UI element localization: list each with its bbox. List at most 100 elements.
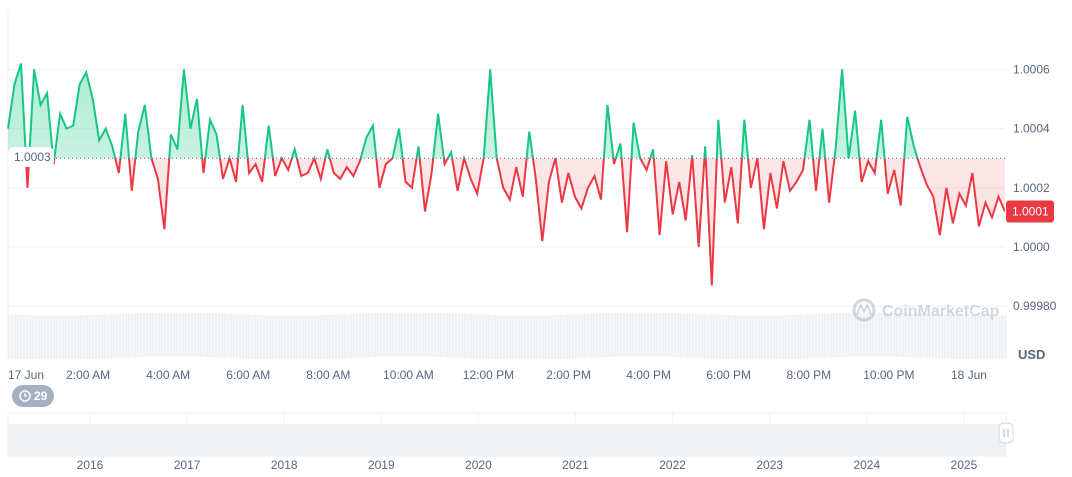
volume-bar bbox=[266, 315, 269, 360]
volume-bar bbox=[680, 313, 683, 358]
volume-bar bbox=[986, 315, 989, 360]
volume-bar bbox=[830, 313, 833, 358]
y-tick-label: 1.0002 bbox=[1013, 181, 1050, 195]
volume-bar bbox=[281, 315, 284, 360]
volume-bar bbox=[386, 312, 389, 357]
volume-bar bbox=[572, 314, 575, 359]
navigator[interactable]: 2016 2017 2018 2019 2020 2021 2022 2023 2024 2025 bbox=[7, 412, 1014, 472]
volume-bar bbox=[254, 314, 257, 359]
volume-bar bbox=[14, 314, 17, 359]
volume-bar bbox=[671, 313, 674, 358]
volume-bar bbox=[686, 313, 689, 358]
volume-bar bbox=[284, 315, 287, 360]
volume-bar bbox=[278, 315, 281, 360]
volume-bar bbox=[290, 315, 293, 360]
volume-bar bbox=[875, 312, 878, 357]
volume-bar bbox=[977, 315, 980, 360]
volume-bar bbox=[152, 312, 155, 357]
volume-bar bbox=[344, 314, 347, 359]
volume-bar bbox=[704, 314, 707, 359]
volume-bar bbox=[641, 312, 644, 357]
volume-bar bbox=[128, 313, 131, 358]
x-tick-label: 2:00 AM bbox=[66, 368, 110, 382]
volume-bar bbox=[842, 312, 845, 357]
volume-bar bbox=[209, 313, 212, 358]
navigator-year-label: 2019 bbox=[368, 458, 395, 472]
volume-bar bbox=[68, 315, 71, 360]
volume-bar bbox=[311, 315, 314, 360]
volume-bar bbox=[569, 314, 572, 359]
volume-bar bbox=[590, 313, 593, 358]
y-tick-label: 1.0006 bbox=[1013, 62, 1050, 76]
volume-bar bbox=[446, 313, 449, 358]
volume-bar bbox=[416, 312, 419, 357]
volume-bar bbox=[449, 313, 452, 358]
volume-bar bbox=[287, 315, 290, 360]
volume-bar bbox=[650, 312, 653, 357]
volume-bar bbox=[854, 312, 857, 357]
volume-bar bbox=[362, 313, 365, 358]
volume-bar bbox=[806, 314, 809, 359]
volume-bar bbox=[497, 315, 500, 360]
volume-bars bbox=[8, 312, 1007, 360]
volume-bar bbox=[908, 313, 911, 358]
events-badge[interactable]: 29 bbox=[12, 385, 54, 407]
volume-bar bbox=[902, 312, 905, 357]
volume-bar bbox=[104, 314, 107, 359]
volume-bar bbox=[587, 313, 590, 358]
navigator-year-label: 2016 bbox=[77, 458, 104, 472]
volume-bar bbox=[149, 312, 152, 357]
volume-bar bbox=[626, 312, 629, 357]
volume-bar bbox=[566, 314, 569, 359]
volume-bar bbox=[350, 313, 353, 358]
volume-bar bbox=[221, 313, 224, 358]
volume-bar bbox=[905, 313, 908, 358]
volume-bar bbox=[248, 314, 251, 359]
volume-bar bbox=[308, 315, 311, 360]
volume-bar bbox=[353, 313, 356, 358]
navigator-handle[interactable] bbox=[998, 422, 1014, 444]
navigator-year-label: 2025 bbox=[951, 458, 978, 472]
volume-bar bbox=[398, 312, 401, 357]
volume-bar bbox=[215, 313, 218, 358]
x-tick-label: 8:00 AM bbox=[306, 368, 350, 382]
area-below-baseline bbox=[8, 158, 1005, 286]
volume-bar bbox=[203, 312, 206, 357]
volume-bar bbox=[479, 314, 482, 359]
volume-bar bbox=[923, 313, 926, 358]
volume-bar bbox=[8, 314, 11, 359]
volume-bar bbox=[107, 314, 110, 359]
baseline-label: 1.0003 bbox=[8, 147, 54, 167]
volume-bar bbox=[425, 312, 428, 357]
volume-bar bbox=[455, 313, 458, 358]
volume-bar bbox=[662, 312, 665, 357]
volume-bar bbox=[338, 314, 341, 359]
volume-bar bbox=[86, 315, 89, 360]
volume-bar bbox=[719, 314, 722, 359]
x-tick-label: 10:00 AM bbox=[383, 368, 434, 382]
volume-bar bbox=[494, 315, 497, 360]
svg-text:1.0003: 1.0003 bbox=[14, 150, 51, 164]
volume-bar bbox=[788, 314, 791, 359]
volume-bar bbox=[551, 315, 554, 360]
volume-bar bbox=[776, 315, 779, 360]
volume-bar bbox=[737, 315, 740, 360]
volume-bar bbox=[926, 313, 929, 358]
y-tick-label: 1.0004 bbox=[1013, 122, 1050, 136]
volume-bar bbox=[137, 313, 140, 358]
volume-bar bbox=[323, 314, 326, 359]
volume-bar bbox=[272, 315, 275, 360]
volume-bar bbox=[326, 314, 329, 359]
navigator-year-label: 2017 bbox=[174, 458, 201, 472]
volume-bar bbox=[782, 315, 785, 360]
volume-bar bbox=[962, 315, 965, 360]
volume-bar bbox=[860, 312, 863, 357]
volume-bar bbox=[653, 312, 656, 357]
volume-bar bbox=[668, 312, 671, 357]
volume-bar bbox=[596, 313, 599, 358]
volume-bar bbox=[503, 315, 506, 360]
volume-bar bbox=[515, 315, 518, 360]
volume-bar bbox=[623, 312, 626, 357]
